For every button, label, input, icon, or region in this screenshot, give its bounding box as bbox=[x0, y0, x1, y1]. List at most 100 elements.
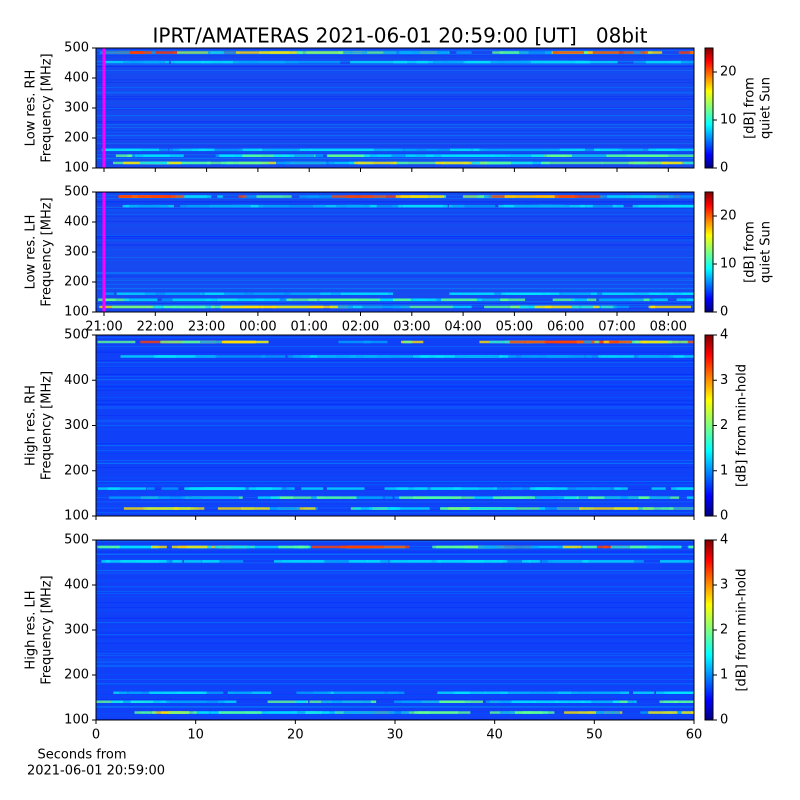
y-tick-label: 300 bbox=[64, 101, 89, 116]
x-tick-label: 08:00 bbox=[650, 320, 687, 335]
texture bbox=[483, 148, 543, 151]
texture bbox=[390, 560, 441, 563]
texture bbox=[545, 292, 560, 295]
y-axis-label: High res. LH bbox=[24, 590, 39, 669]
texture bbox=[582, 545, 597, 549]
texture bbox=[673, 700, 684, 703]
texture bbox=[396, 487, 428, 490]
texture bbox=[405, 154, 434, 157]
texture bbox=[552, 298, 575, 301]
colorbar bbox=[704, 334, 714, 517]
texture bbox=[646, 545, 681, 549]
texture bbox=[188, 496, 203, 499]
x-tick-label: 02:00 bbox=[342, 320, 379, 335]
texture bbox=[332, 195, 374, 198]
colorbar bbox=[704, 47, 714, 169]
colorbar-tick-label: 10 bbox=[720, 257, 737, 272]
texture bbox=[170, 60, 233, 64]
y-axis-label: Frequency [MHz] bbox=[40, 575, 55, 684]
texture bbox=[320, 298, 381, 301]
texture bbox=[354, 161, 397, 165]
texture bbox=[604, 496, 639, 499]
texture bbox=[571, 305, 593, 309]
texture bbox=[269, 161, 335, 165]
texture bbox=[645, 60, 681, 64]
y-tick-label: 200 bbox=[64, 463, 89, 478]
texture bbox=[449, 292, 495, 295]
texture bbox=[120, 355, 176, 358]
texture bbox=[339, 545, 385, 549]
texture bbox=[338, 51, 397, 54]
texture bbox=[533, 195, 579, 198]
texture bbox=[317, 355, 350, 358]
texture bbox=[220, 305, 264, 309]
colorbar-tick-label: 1 bbox=[720, 463, 728, 478]
colorbar-label: quiet Sun bbox=[759, 77, 774, 139]
texture bbox=[493, 487, 546, 490]
texture bbox=[269, 507, 300, 510]
texture bbox=[105, 292, 115, 295]
texture bbox=[686, 298, 694, 301]
x-axis-label: Seconds from bbox=[37, 748, 126, 763]
colorbar-tick-label: 10 bbox=[720, 113, 737, 128]
texture bbox=[238, 195, 247, 198]
texture bbox=[153, 355, 216, 358]
texture bbox=[648, 496, 671, 499]
texture bbox=[310, 148, 374, 151]
texture bbox=[571, 154, 627, 157]
texture bbox=[392, 298, 411, 301]
texture bbox=[338, 340, 372, 344]
texture bbox=[500, 560, 539, 563]
texture bbox=[151, 545, 167, 549]
figure-title: IPRT/AMATERAS 2021-06-01 20:59:00 [UT] 0… bbox=[153, 24, 648, 48]
colorbar-tick-label: 0 bbox=[720, 509, 728, 524]
texture bbox=[273, 154, 295, 157]
texture bbox=[191, 148, 251, 151]
texture bbox=[146, 487, 155, 490]
colorbar bbox=[704, 191, 714, 313]
x-tick-label: 0 bbox=[92, 728, 100, 743]
texture bbox=[340, 292, 388, 295]
texture bbox=[437, 560, 484, 563]
texture bbox=[592, 711, 604, 714]
texture bbox=[298, 545, 310, 549]
texture bbox=[676, 487, 694, 490]
texture bbox=[435, 161, 488, 165]
texture bbox=[489, 154, 544, 157]
texture bbox=[335, 355, 364, 358]
texture bbox=[376, 355, 429, 358]
texture bbox=[217, 700, 237, 703]
texture bbox=[129, 204, 158, 208]
y-axis-label: Low res. LH bbox=[24, 215, 39, 290]
texture bbox=[493, 496, 535, 499]
texture bbox=[612, 204, 624, 208]
texture bbox=[181, 496, 240, 499]
colorbar-tick-label: 0 bbox=[720, 713, 728, 728]
texture bbox=[547, 507, 591, 510]
texture bbox=[383, 51, 449, 54]
texture bbox=[168, 711, 198, 714]
texture bbox=[505, 292, 551, 295]
texture bbox=[401, 711, 459, 714]
texture bbox=[169, 148, 180, 151]
texture bbox=[522, 560, 531, 563]
texture bbox=[103, 148, 142, 151]
texture bbox=[307, 195, 320, 198]
texture bbox=[425, 154, 488, 157]
texture bbox=[594, 148, 601, 151]
texture bbox=[221, 340, 269, 344]
texture bbox=[248, 487, 282, 490]
texture bbox=[507, 691, 558, 694]
texture bbox=[390, 161, 448, 165]
colorbar-tick-label: 20 bbox=[720, 65, 737, 80]
y-axis-label: Frequency [MHz] bbox=[40, 197, 55, 306]
texture bbox=[234, 204, 290, 208]
colorbar-tick-label: 20 bbox=[720, 209, 737, 224]
texture bbox=[587, 298, 597, 301]
texture bbox=[97, 340, 136, 344]
texture bbox=[273, 560, 283, 563]
x-tick-label: 23:00 bbox=[188, 320, 225, 335]
texture bbox=[163, 305, 206, 309]
colorbar-label: [dB] from min-hold bbox=[735, 568, 750, 691]
texture bbox=[443, 60, 464, 64]
